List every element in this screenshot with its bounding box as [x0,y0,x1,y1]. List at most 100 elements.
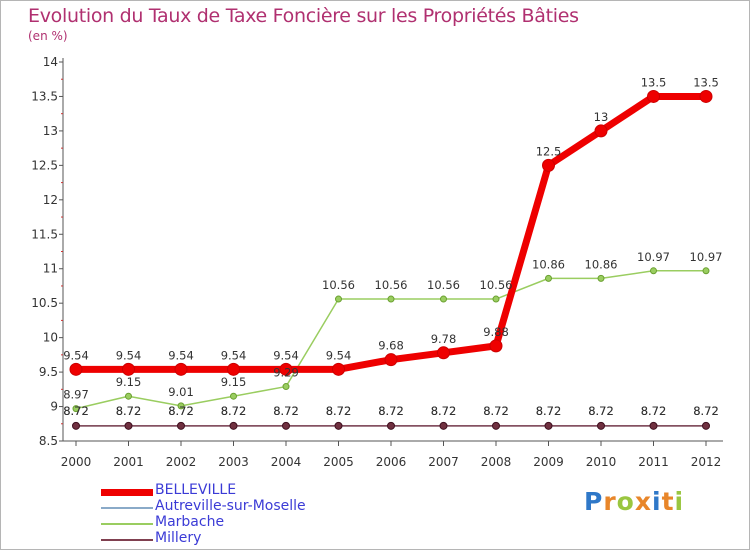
data-label-marbache: 9.01 [168,385,194,399]
logo-letter: x [634,487,652,516]
data-point-millery [544,421,553,430]
data-point-belleville [174,362,188,376]
data-point-belleville [69,362,83,376]
data-label-belleville: 9.54 [168,348,194,362]
y-tick-label: 9.5 [39,365,58,379]
data-label-marbache: 10.56 [375,278,408,292]
data-label-millery: 8.72 [168,404,194,418]
series-line-belleville [72,92,710,373]
x-tick-label: 2000 [61,455,92,469]
data-point-belleville [699,89,713,103]
logo-letter: t [661,487,675,516]
data-label-millery: 8.72 [326,404,352,418]
data-point-belleville [437,346,450,360]
data-label-millery: 8.72 [116,404,142,418]
data-point-millery [387,421,395,430]
data-point-belleville [594,124,608,138]
data-label-millery: 8.72 [431,404,457,418]
x-tick-label: 2001 [113,455,144,469]
data-point-marbache [282,383,290,391]
x-tick-label: 2007 [428,455,459,469]
data-label-belleville: 9.78 [431,332,457,346]
y-tick-label: 11 [43,262,58,276]
x-tick-label: 2010 [586,455,617,469]
data-point-marbache [492,295,500,303]
data-point-belleville [384,353,398,367]
logo-letter: i [652,487,662,516]
proxiti-logo: Proxiti [584,487,684,516]
data-label-autreville-sur-moselle: 8.72 [116,404,142,418]
x-tick-label: 2003 [218,455,249,469]
data-label-autreville-sur-moselle: 8.72 [378,404,404,418]
data-point-belleville [279,362,293,376]
data-label-marbache: 10.97 [690,250,723,264]
data-label-belleville: 9.54 [273,348,299,362]
x-tick-label: 2004 [271,455,302,469]
data-label-belleville: 9.54 [326,348,352,362]
data-label-belleville: 9.54 [116,348,142,362]
data-point-millery [597,421,605,430]
data-point-marbache [72,405,80,413]
legend-label: BELLEVILLE [155,482,237,498]
data-label-marbache: 9.15 [116,375,142,389]
data-label-marbache: 9.15 [221,375,247,389]
legend-label: Autreville-sur-Moselle [155,498,306,514]
data-label-millery: 8.72 [63,404,89,418]
data-label-millery: 8.72 [273,404,299,418]
x-tick-label: 2006 [376,455,407,469]
data-point-millery [334,421,343,430]
legend-swatch [101,523,153,525]
chart-subtitle: (en %) [28,29,68,43]
data-label-millery: 8.72 [221,404,247,418]
data-label-marbache: 10.56 [427,278,460,292]
x-tick-label: 2008 [481,455,512,469]
data-point-marbache [702,267,710,275]
x-tick-label: 2012 [691,455,722,469]
data-label-autreville-sur-moselle: 8.72 [221,404,247,418]
data-label-marbache: 10.56 [480,278,513,292]
data-label-autreville-sur-moselle: 8.72 [693,404,719,418]
y-tick-label: 9 [50,400,58,414]
data-point-marbache [597,274,605,282]
data-label-autreville-sur-moselle: 8.72 [483,404,509,418]
y-tick-label: 11.5 [31,227,58,241]
legend-swatch [101,507,153,509]
y-tick-label: 12.5 [31,158,58,172]
legend-label: Marbache [155,514,225,530]
data-label-autreville-sur-moselle: 8.72 [536,404,562,418]
y-tick-label: 14 [43,55,58,69]
data-point-millery [124,421,133,430]
data-point-belleville [332,362,345,376]
data-point-marbache [125,392,132,400]
logo-letter: r [603,487,617,516]
data-label-belleville: 13.5 [693,75,719,89]
data-label-autreville-sur-moselle: 8.72 [431,404,457,418]
data-label-marbache: 9.29 [273,366,299,380]
data-label-marbache: 10.86 [532,257,565,271]
data-label-marbache: 10.86 [585,257,618,271]
data-label-autreville-sur-moselle: 8.72 [273,404,299,418]
data-label-belleville: 9.88 [483,325,509,339]
x-tick-label: 2002 [166,455,197,469]
data-point-belleville [542,158,555,172]
chart-title: Evolution du Taux de Taxe Foncière sur l… [28,5,579,27]
data-point-millery [72,421,80,430]
data-label-marbache: 8.97 [63,388,89,402]
y-tick-label: 13 [43,124,58,138]
data-label-belleville: 12.5 [536,144,562,158]
logo-letter: P [584,487,604,516]
legend-swatch [101,488,153,496]
data-point-marbache [650,267,657,275]
data-label-millery: 8.72 [693,404,719,418]
x-tick-label: 2011 [638,455,669,469]
data-point-marbache [230,392,237,400]
data-label-belleville: 9.54 [221,348,247,362]
data-label-millery: 8.72 [483,404,509,418]
data-point-millery [282,421,290,430]
x-tick-label: 2009 [533,455,564,469]
data-point-marbache [545,274,552,282]
data-label-autreville-sur-moselle: 8.72 [326,404,352,418]
y-tick-label: 13.5 [31,89,58,103]
